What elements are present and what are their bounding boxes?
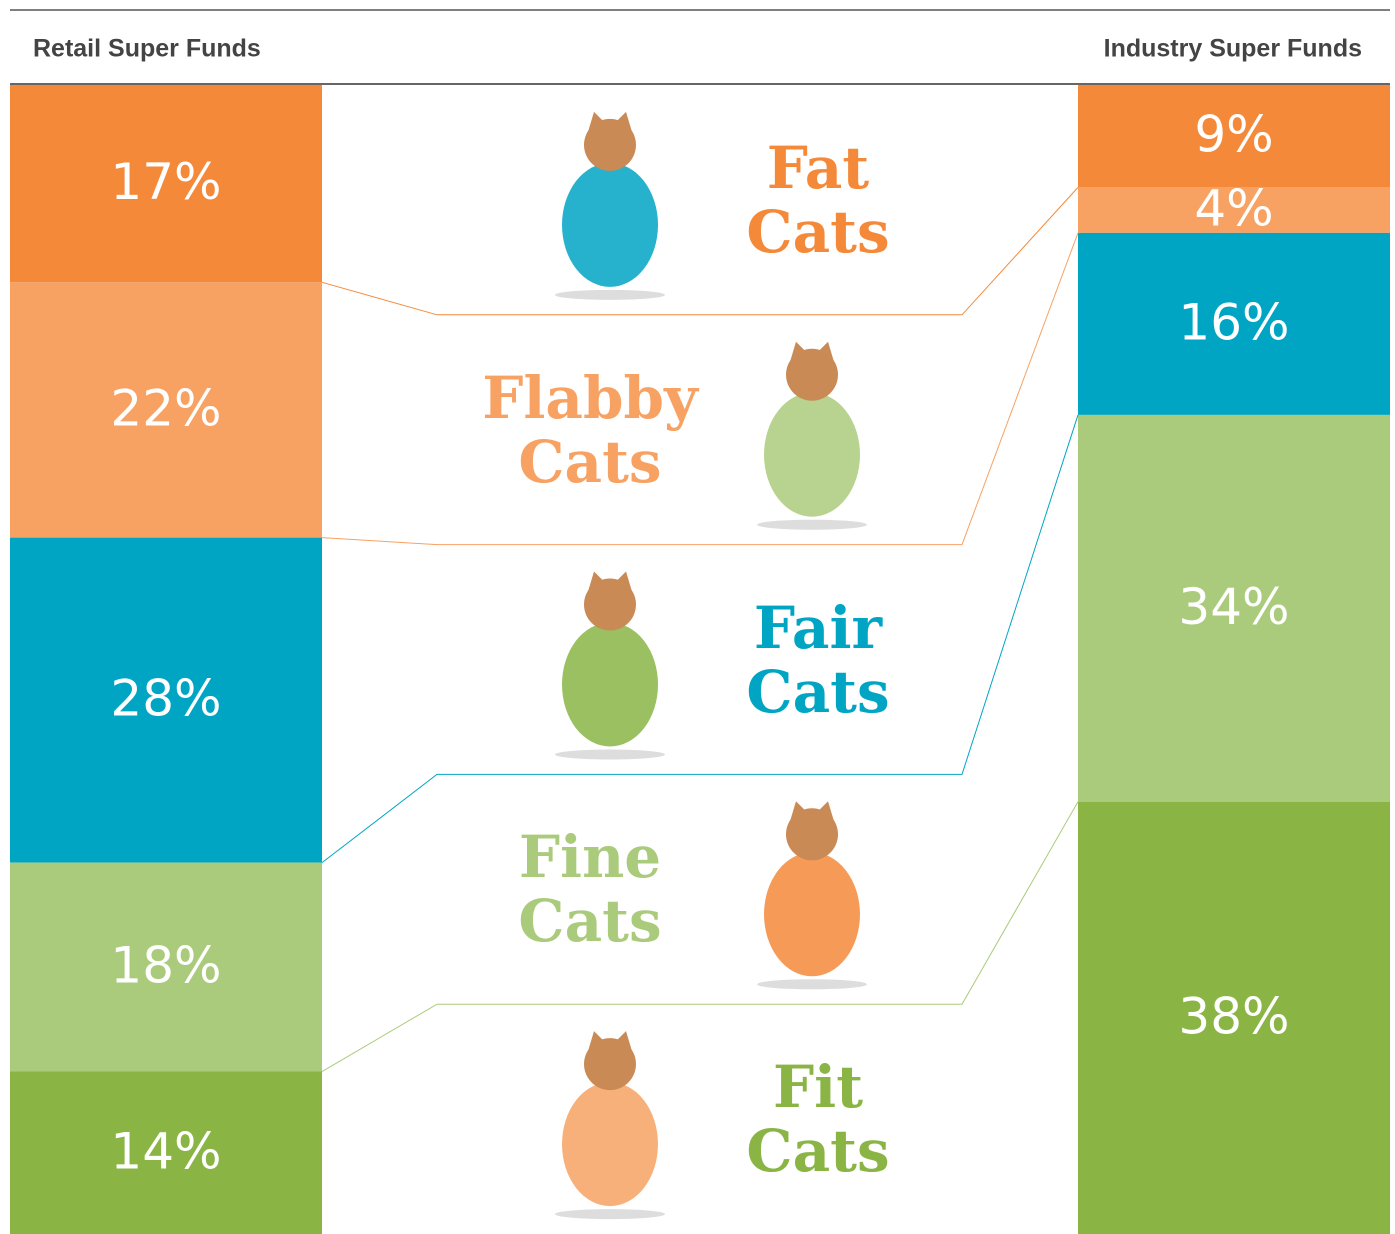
cat-body bbox=[562, 1082, 658, 1207]
category-label: Fine Cats bbox=[518, 823, 662, 956]
value-label: 9% bbox=[1194, 106, 1273, 164]
value-label: 17% bbox=[110, 153, 221, 211]
segment bbox=[10, 85, 322, 283]
cat-ears bbox=[790, 341, 834, 362]
cat-head bbox=[584, 578, 636, 631]
segment bbox=[1078, 85, 1390, 188]
connector bbox=[321, 414, 1079, 864]
value-label: 28% bbox=[110, 670, 221, 728]
value-label: 34% bbox=[1178, 578, 1289, 636]
cat-shadow bbox=[555, 289, 665, 300]
category-label: Fat Cats bbox=[746, 133, 890, 266]
left-header: Retail Super Funds bbox=[33, 35, 261, 63]
segment bbox=[10, 282, 322, 538]
cat-shadow bbox=[757, 979, 867, 990]
value-label: 14% bbox=[110, 1122, 221, 1180]
cat-body bbox=[764, 852, 860, 977]
right-header: Industry Super Funds bbox=[1104, 35, 1362, 63]
cat-ears bbox=[790, 801, 834, 822]
segment bbox=[10, 862, 322, 1072]
connector bbox=[321, 232, 1079, 546]
segment bbox=[10, 537, 322, 863]
category-label: Flabby Cats bbox=[482, 363, 698, 496]
cat-head bbox=[584, 118, 636, 171]
value-label: 16% bbox=[1178, 293, 1289, 351]
value-label: 22% bbox=[110, 379, 221, 437]
value-label: 18% bbox=[110, 937, 221, 995]
cat-head bbox=[786, 808, 838, 861]
segment bbox=[1078, 232, 1390, 415]
cat-ears bbox=[588, 571, 632, 592]
segment bbox=[1078, 187, 1390, 233]
cat-shadow bbox=[757, 519, 867, 530]
cat-head bbox=[584, 1038, 636, 1091]
segment bbox=[10, 1071, 322, 1234]
connector bbox=[321, 187, 1079, 316]
cat-head bbox=[786, 348, 838, 401]
cat-body bbox=[562, 622, 658, 747]
category-label: Fit Cats bbox=[746, 1053, 890, 1186]
cat-shadow bbox=[555, 749, 665, 760]
cat-ears bbox=[588, 1031, 632, 1052]
cat-body bbox=[562, 162, 658, 287]
cat-ears bbox=[588, 111, 632, 132]
connector bbox=[321, 801, 1079, 1072]
value-label: 38% bbox=[1178, 987, 1289, 1045]
cat-shadow bbox=[555, 1209, 665, 1220]
segment bbox=[1078, 801, 1390, 1234]
category-label: Fair Cats bbox=[746, 593, 890, 726]
value-label: 4% bbox=[1194, 180, 1273, 238]
cat-body bbox=[764, 392, 860, 517]
segment bbox=[1078, 414, 1390, 802]
